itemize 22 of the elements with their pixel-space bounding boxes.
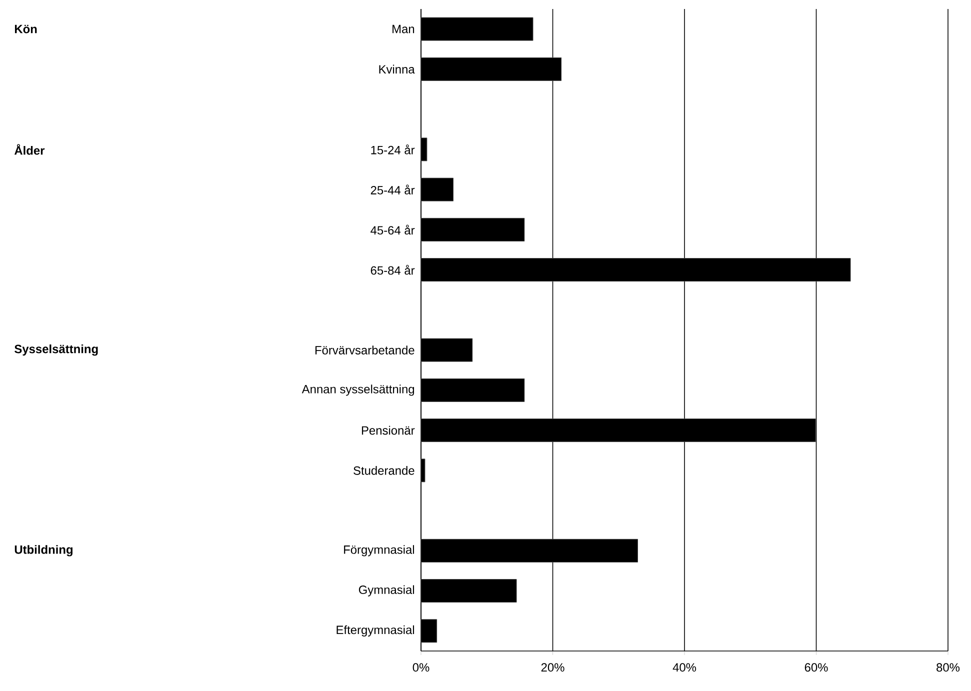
x-tick-label: 80% [936,663,960,672]
y-tick-label: 15-24 år [371,144,415,154]
y-tick-label: Pensionär [362,426,415,435]
x-tick-label: 0% [412,663,430,672]
y-tick-label: Studerande [354,466,414,475]
text: Kön [14,24,37,34]
y-tick-label: Man [392,24,414,34]
x-tick-label: 60% [804,663,828,672]
x-tick-label: 40% [672,663,696,672]
y-tick-label: 65-84 år [370,264,415,275]
y-tick-label: Förvärvsarbetande [315,346,414,354]
y-tick-label: Gymnasial [358,585,414,596]
text: Sysselsättning [14,344,98,356]
text: Ålder [14,144,45,155]
y-tick-label: 45-64 år [370,224,415,235]
y-tick-label: 25-44 år [370,184,415,194]
y-tick-label: Eftergymnasial [336,625,414,637]
text: Utbildning [14,545,72,556]
y-tick-label: Förgymnasial [344,545,414,556]
x-tick-label: 20% [541,663,564,672]
y-tick-label: Annan sysselsättning [302,384,414,396]
y-tick-label: Kvinna [379,64,415,74]
